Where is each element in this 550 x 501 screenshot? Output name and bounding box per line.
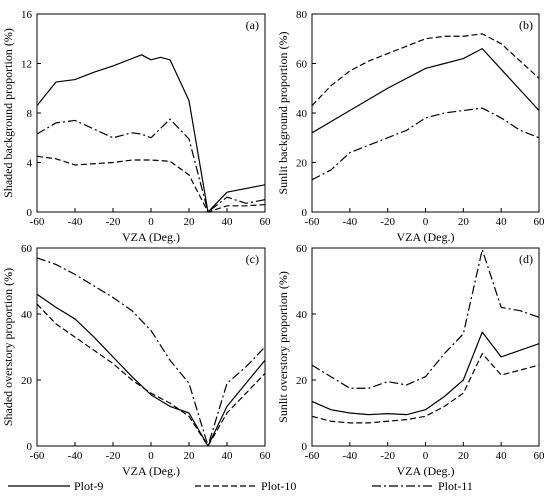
series-line-plot-11: [36, 257, 266, 447]
x-tick-label: 20: [184, 216, 196, 228]
panel-label: (c): [246, 252, 259, 266]
y-axis-title: Sunlit background proportion (%): [276, 32, 290, 195]
legend-label: Plot-10: [261, 479, 296, 493]
x-axis-title: VZA (Deg.): [122, 464, 180, 478]
panel-label: (a): [246, 18, 259, 32]
x-tick-label: -60: [305, 216, 320, 228]
y-tick-label: 8: [27, 108, 33, 120]
series-line-plot-11: [311, 107, 540, 181]
x-tick-label: 20: [184, 450, 196, 462]
panel-label: (d): [519, 252, 533, 266]
y-tick-label: 0: [27, 207, 33, 219]
legend-label: Plot-9: [74, 479, 103, 493]
series-line-plot-11: [311, 249, 540, 389]
y-tick-label: 0: [302, 441, 308, 453]
x-tick-label: 0: [423, 216, 429, 228]
y-tick-label: 40: [296, 309, 308, 321]
x-tick-label: -20: [380, 216, 395, 228]
y-tick-label: 20: [296, 158, 308, 170]
series-line-plot-9: [311, 48, 540, 134]
series-line-plot-10: [311, 353, 540, 424]
x-tick-label: 60: [260, 216, 272, 228]
legend: Plot-9 Plot-10 Plot-11: [8, 479, 473, 493]
x-axis-title: VZA (Deg.): [397, 464, 455, 478]
y-tick-label: 12: [21, 59, 32, 71]
x-tick-label: -60: [305, 450, 320, 462]
series-line-plot-9: [36, 293, 266, 447]
x-tick-label: -40: [68, 450, 83, 462]
plot-frame: [311, 247, 540, 447]
x-tick-label: -20: [106, 216, 121, 228]
y-tick-label: 4: [27, 158, 33, 170]
x-tick-label: 40: [222, 216, 234, 228]
series-line-plot-11: [36, 118, 266, 213]
series-line-plot-10: [311, 33, 540, 106]
x-tick-label: 60: [534, 216, 546, 228]
x-tick-label: 60: [534, 450, 546, 462]
series-line-plot-9: [311, 331, 540, 416]
x-tick-label: -60: [30, 450, 45, 462]
x-tick-label: 0: [148, 216, 154, 228]
y-tick-label: 40: [296, 108, 308, 120]
y-tick-label: 60: [296, 243, 308, 255]
y-tick-label: 20: [296, 375, 308, 387]
panel-a: -60 -40 -20 0 20 40 60 0 4 8 12 16 VZA (Deg.) Shaded …: [1, 9, 271, 244]
x-tick-label: -20: [380, 450, 395, 462]
y-tick-label: 0: [302, 207, 308, 219]
y-tick-label: 0: [27, 441, 33, 453]
y-tick-label: 16: [21, 9, 33, 21]
y-axis-title: Shaded overstory proportion (%): [1, 268, 15, 426]
x-tick-label: 60: [260, 450, 272, 462]
y-tick-label: 80: [296, 9, 308, 21]
series-line-plot-9: [36, 54, 266, 213]
y-tick-label: 20: [21, 375, 33, 387]
x-tick-label: 40: [496, 216, 508, 228]
x-tick-label: 40: [222, 450, 234, 462]
y-tick-label: 60: [21, 243, 33, 255]
series-line-plot-10: [36, 155, 266, 213]
panel-c: -60 -40 -20 0 20 40 60 0 20 40 60 VZA (Deg.) Shaded …: [1, 243, 271, 478]
plot-frame: [36, 13, 266, 213]
y-tick-label: 40: [21, 309, 33, 321]
panel-b: -60 -40 -20 0 20 40 60 0 20 40 60 80 VZA (Deg.) Sunli…: [276, 9, 545, 244]
plot-frame: [36, 247, 266, 447]
panel-label: (b): [519, 18, 533, 32]
x-tick-label: -40: [68, 216, 83, 228]
x-tick-label: 20: [458, 216, 470, 228]
x-tick-label: -40: [342, 216, 357, 228]
x-tick-label: 0: [148, 450, 154, 462]
x-tick-label: 40: [496, 450, 508, 462]
series-line-plot-10: [36, 303, 266, 447]
x-axis-title: VZA (Deg.): [397, 230, 455, 244]
x-tick-label: 0: [423, 450, 429, 462]
panel-d: -60 -40 -20 0 20 40 60 0 20 40 60 VZA (Deg.) Sunlit …: [276, 243, 545, 478]
x-axis-title: VZA (Deg.): [122, 230, 180, 244]
y-tick-label: 60: [296, 59, 308, 71]
x-tick-label: 20: [458, 450, 470, 462]
y-axis-title: Sunlit overstory proportion (%): [276, 271, 290, 423]
y-axis-title: Shaded background proportion (%): [1, 28, 15, 198]
x-tick-label: -40: [342, 450, 357, 462]
x-tick-label: -20: [106, 450, 121, 462]
legend-label: Plot-11: [438, 479, 473, 493]
x-tick-label: -60: [30, 216, 45, 228]
